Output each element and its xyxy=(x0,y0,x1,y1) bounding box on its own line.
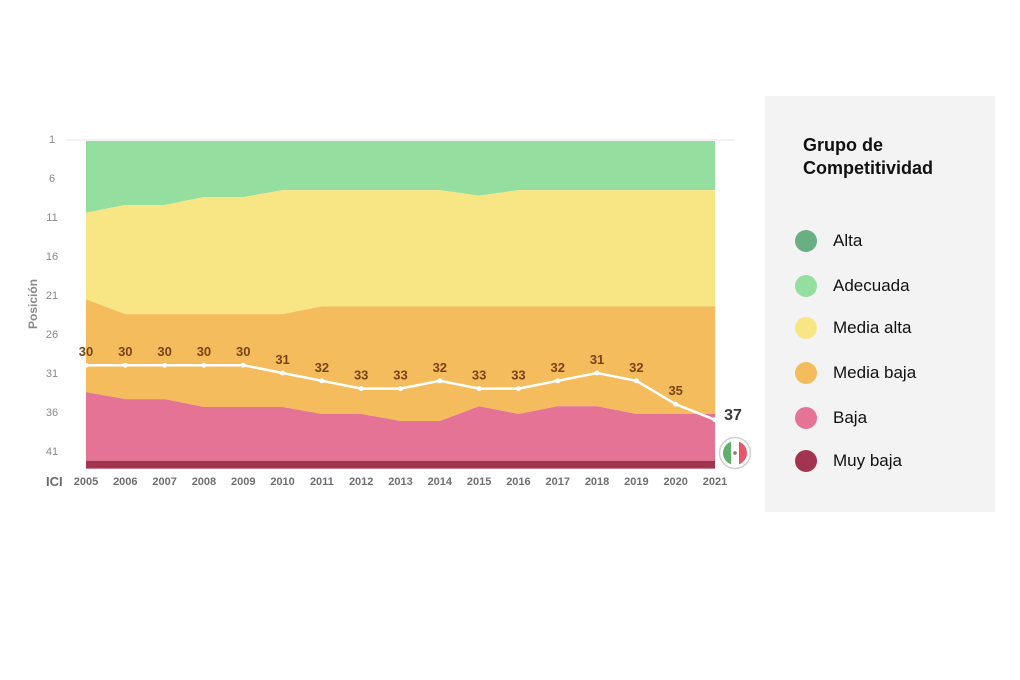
y-tick-label: 36 xyxy=(46,407,58,419)
data-label: 31 xyxy=(590,352,604,367)
data-point xyxy=(240,362,246,368)
legend-item: Media alta xyxy=(795,316,911,340)
data-label: 33 xyxy=(511,368,525,383)
data-point xyxy=(515,386,521,392)
legend-label: Muy baja xyxy=(833,451,902,470)
data-label: 32 xyxy=(315,360,329,375)
data-point xyxy=(358,386,364,392)
data-point xyxy=(201,362,207,368)
y-axis-title: Posición xyxy=(26,279,40,329)
legend-dot-icon xyxy=(795,407,817,429)
x-tick-label: 2009 xyxy=(231,476,255,488)
x-tick-label: 2010 xyxy=(270,476,294,488)
area-bands xyxy=(86,141,715,469)
y-tick-label: 11 xyxy=(46,212,57,224)
x-tick-label: 2005 xyxy=(74,476,98,488)
x-tick-label: 2011 xyxy=(310,476,334,488)
x-tick-label: 2013 xyxy=(388,476,412,488)
x-tick-label: 2015 xyxy=(467,476,491,488)
y-tick-label: 1 xyxy=(49,134,55,146)
x-tick-label: 2021 xyxy=(703,476,727,488)
data-point xyxy=(162,362,168,368)
data-point xyxy=(122,362,128,368)
legend-dot-icon xyxy=(795,230,817,252)
band-media-baja xyxy=(86,299,715,422)
legend: Grupo de Competitividad Alta Adecuada Medi… xyxy=(765,96,995,512)
data-label: 30 xyxy=(118,344,132,359)
data-point xyxy=(280,370,286,376)
legend-dot-icon xyxy=(795,275,817,297)
band-media-alta xyxy=(86,190,715,315)
data-point xyxy=(673,401,679,407)
legend-item: Media baja xyxy=(795,361,916,385)
band-adecuada xyxy=(86,141,715,213)
legend-dot-icon xyxy=(795,317,817,339)
data-label: 30 xyxy=(79,344,93,359)
legend-title: Grupo de Competitividad xyxy=(803,135,934,178)
x-tick-label: 2008 xyxy=(192,476,216,488)
legend-dot-icon xyxy=(795,450,817,472)
data-point xyxy=(83,362,89,368)
x-tick-label: 2006 xyxy=(113,476,137,488)
y-tick-label: 26 xyxy=(46,329,58,341)
data-label: 33 xyxy=(354,368,368,383)
data-label: 37 xyxy=(724,407,742,424)
legend-dot-icon xyxy=(795,362,817,384)
legend-item: Adecuada xyxy=(795,274,910,298)
data-point xyxy=(633,378,639,384)
position-line xyxy=(83,362,718,423)
y-tick-label: 6 xyxy=(49,173,55,185)
legend-item: Alta xyxy=(795,229,862,253)
data-point xyxy=(476,386,482,392)
data-label: 33 xyxy=(472,368,486,383)
legend-label: Media alta xyxy=(833,318,912,337)
x-tick-label: 2007 xyxy=(152,476,176,488)
data-point xyxy=(437,378,443,384)
y-tick-label: 41 xyxy=(46,446,58,458)
y-tick-label: 21 xyxy=(46,290,58,302)
data-label: 33 xyxy=(393,368,407,383)
x-tick-label: 2017 xyxy=(546,476,570,488)
mexico-flag-icon xyxy=(718,436,752,470)
data-label: 32 xyxy=(629,360,643,375)
data-label: 30 xyxy=(197,344,211,359)
legend-label: Alta xyxy=(833,231,863,250)
data-point xyxy=(319,378,325,384)
data-label: 35 xyxy=(668,383,682,398)
data-label: 32 xyxy=(551,360,565,375)
y-tick-label: 16 xyxy=(46,251,58,263)
data-point xyxy=(398,386,403,392)
legend-label: Media baja xyxy=(833,363,917,382)
x-tick-label: 2018 xyxy=(585,476,609,488)
data-label: 30 xyxy=(157,344,171,359)
x-tick-label: 2014 xyxy=(428,476,453,488)
legend-label: Baja xyxy=(833,408,868,427)
x-tick-label: 2019 xyxy=(624,476,648,488)
data-label: 32 xyxy=(433,360,447,375)
x-tick-label: 2016 xyxy=(506,476,530,488)
legend-label: Adecuada xyxy=(833,276,910,295)
x-tick-label: 2020 xyxy=(663,476,687,488)
data-point xyxy=(712,417,718,423)
x-axis-title: ICI xyxy=(46,474,63,489)
data-label: 30 xyxy=(236,344,250,359)
band-baja xyxy=(86,392,715,461)
data-point xyxy=(555,378,561,384)
band-muy-baja xyxy=(86,460,715,469)
data-point xyxy=(594,370,600,376)
data-labels: 30 30 30 30 30 31 32 33 33 32 33 33 32 31 32 35 37 xyxy=(79,344,742,424)
legend-item: Muy baja xyxy=(795,449,902,473)
x-tick-label: 2012 xyxy=(349,476,373,488)
data-label: 31 xyxy=(275,352,289,367)
y-tick-label: 31 xyxy=(46,368,58,380)
legend-item: Baja xyxy=(795,406,867,430)
